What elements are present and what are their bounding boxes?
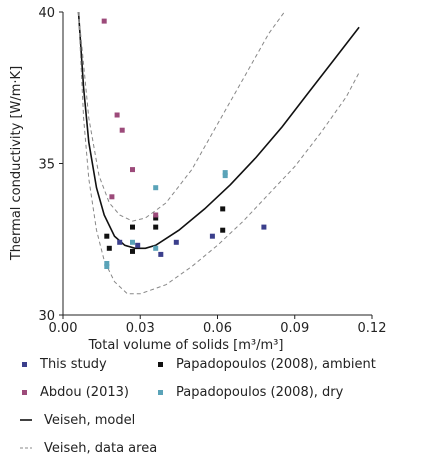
point-papadopoulos-2008-ambient [130,248,135,254]
point-papadopoulos-2008-ambient [106,245,112,251]
point-papadopoulos-2008-dry [153,185,159,191]
point-papadopoulos-2008-ambient [104,233,110,239]
point-abdou-2013 [119,127,125,133]
point-papadopoulos-2008-dry [153,245,159,251]
y-axis-title: Thermal conductivity [W/m·K] [9,66,24,261]
point-this-study [209,233,215,239]
data-area-lower-line [78,11,360,295]
x-tick-label: 0.00 [49,321,78,336]
x-ticks: 0.00 0.03 0.06 0.09 0.12 [49,315,387,336]
legend-item: Abdou (2013) [22,385,129,400]
legend-label: Abdou (2013) [40,385,129,400]
point-papadopoulos-2008-ambient [220,206,226,212]
point-papadopoulos-2008-ambient [130,224,135,230]
legend-label: Papadopoulos (2008), ambient [176,357,376,372]
legend-item: Papadopoulos (2008), ambient [158,357,376,372]
point-papadopoulos-2008-dry [222,170,228,176]
point-abdou-2013 [130,167,135,173]
legend-item: This study [22,357,107,372]
y-tick-label: 35 [38,158,55,173]
legend-item: Veiseh, model [20,413,135,428]
y-tick-label: 40 [38,6,55,21]
y-tick-label: 30 [38,309,55,324]
x-axis-title: Total volume of solids [m³/m³] [88,338,284,353]
point-abdou-2013 [101,18,107,24]
legend: This study Papadopoulos (2008), ambient Ab… [20,357,376,456]
point-abdou-2013 [153,212,159,218]
point-papadopoulos-2008-ambient [220,227,226,233]
point-this-study [261,224,267,230]
point-papadopoulos-2008-ambient [153,224,159,230]
point-abdou-2013 [109,194,115,200]
legend-label: This study [39,357,107,372]
point-papadopoulos-2008-dry [130,239,135,245]
legend-marker [158,390,163,395]
point-this-study [117,239,123,245]
legend-label: Veiseh, data area [44,441,157,456]
x-tick-label: 0.12 [358,321,387,336]
legend-marker [22,362,27,367]
legend-marker [22,390,27,395]
legend-label: Veiseh, model [44,413,135,428]
legend-item: Veiseh, data area [20,441,157,456]
y-ticks: 30 35 40 [38,6,63,324]
point-papadopoulos-2008-dry [222,173,228,179]
point-papadopoulos-2008-dry [104,261,110,266]
model-line [77,11,360,250]
point-this-study [173,239,179,245]
series-points [101,18,267,269]
data-area-upper-line [78,11,285,222]
legend-item: Papadopoulos (2008), dry [158,385,344,400]
point-this-study [158,251,164,257]
point-abdou-2013 [114,112,120,118]
x-tick-label: 0.09 [280,321,309,336]
point-papadopoulos-2008-ambient [153,215,159,221]
x-tick-label: 0.03 [126,321,155,336]
point-this-study [135,242,141,248]
x-tick-label: 0.06 [203,321,232,336]
legend-marker [158,362,163,367]
plot-area [62,12,372,316]
legend-label: Papadopoulos (2008), dry [176,385,344,400]
point-papadopoulos-2008-dry [104,264,110,269]
series-lines [77,11,360,295]
